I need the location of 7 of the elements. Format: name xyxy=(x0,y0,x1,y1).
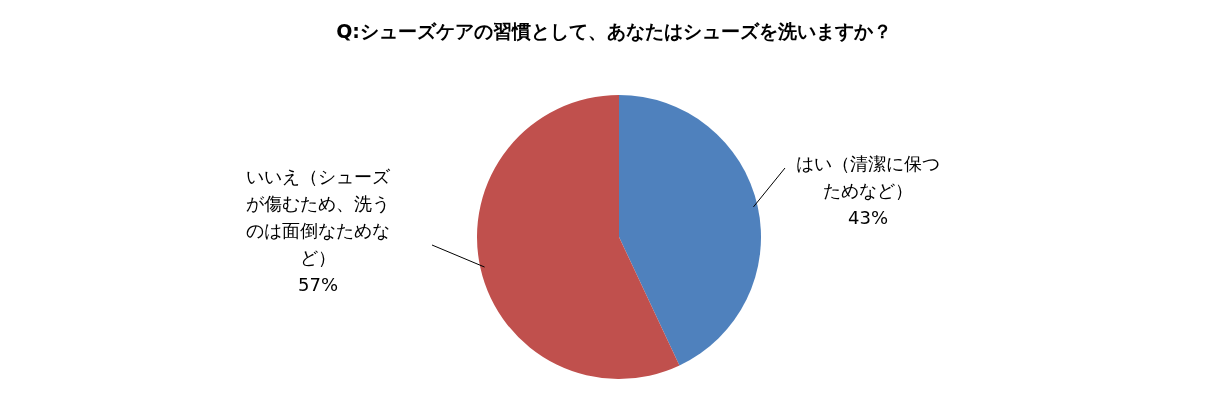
chart-title: Q:シューズケアの習慣として、あなたはシューズを洗いますか？ xyxy=(336,20,892,42)
pie-slice xyxy=(619,95,761,366)
slice-label: いいえ（シューズが傷むため、洗うのは面倒なためなど） xyxy=(246,166,391,268)
data-label: 57% xyxy=(297,274,339,295)
pie-slice xyxy=(477,95,680,379)
slice-label: はい（清潔に保つためなど） xyxy=(796,153,940,201)
data-label: 43% xyxy=(847,207,889,228)
